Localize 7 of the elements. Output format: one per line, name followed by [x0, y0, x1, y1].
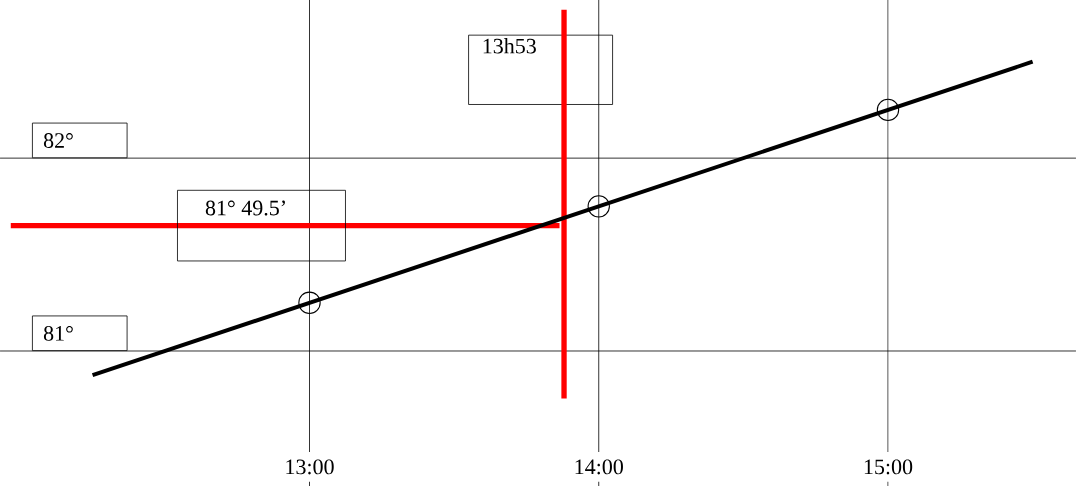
y-tick-label: 81° [43, 325, 73, 341]
ref-line-label: 13h53 [483, 38, 536, 54]
y-tick-label: 82° [43, 133, 73, 148]
x-tick-label: 15:00 [864, 459, 913, 475]
ref-line-label: 81° 49.5’ [205, 200, 285, 216]
x-tick-label: 13:00 [286, 459, 334, 475]
x-tick-label: 14:00 [575, 459, 623, 475]
